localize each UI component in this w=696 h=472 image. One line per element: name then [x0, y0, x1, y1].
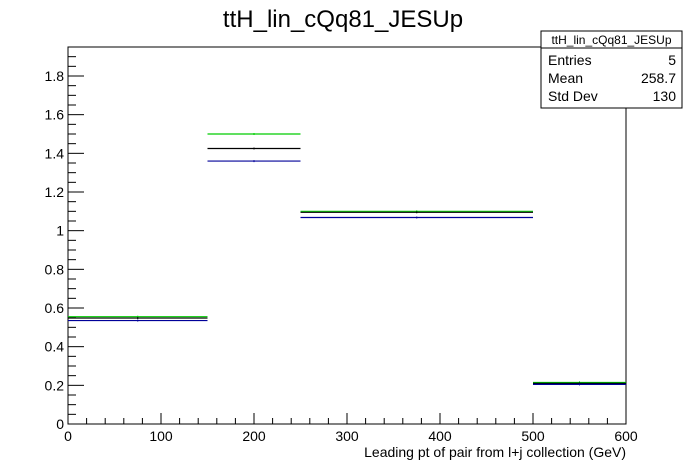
stats-mean-value: 258.7 — [641, 70, 676, 86]
y-tick-label: 1.4 — [45, 145, 65, 161]
x-tick-label: 100 — [149, 428, 173, 444]
stats-mean-label: Mean — [548, 70, 583, 86]
x-tick-label: 0 — [64, 428, 72, 444]
stats-box: ttH_lin_cQq81_JESUp Entries 5 Mean 258.7… — [540, 30, 683, 109]
chart-title: ttH_lin_cQq81_JESUp — [223, 6, 463, 33]
histogram-series — [68, 133, 626, 386]
y-tick-label: 0 — [56, 416, 64, 432]
x-axis-label: Leading pt of pair from l+j collection (… — [364, 444, 626, 460]
y-tick-label: 1.6 — [45, 107, 65, 123]
x-axis: 0 100 200 300 400 500 600 — [64, 413, 638, 444]
y-tick-label: 0.4 — [45, 339, 65, 355]
stats-entries-value: 5 — [668, 52, 676, 68]
stats-stddev-label: Std Dev — [548, 88, 598, 104]
y-tick-label: 0.8 — [45, 261, 65, 277]
y-axis: 0 0.2 0.4 0.6 0.8 1 1.2 1.4 1.6 1.8 — [45, 56, 84, 432]
stats-box-title: ttH_lin_cQq81_JESUp — [551, 33, 671, 47]
y-tick-label: 0.6 — [45, 300, 65, 316]
y-tick-label: 1 — [56, 223, 64, 239]
stats-entries-label: Entries — [548, 52, 592, 68]
y-tick-label: 0.2 — [45, 377, 65, 393]
stats-stddev-value: 130 — [653, 88, 677, 104]
x-tick-label: 400 — [428, 428, 452, 444]
x-tick-label: 200 — [242, 428, 266, 444]
y-tick-label: 1.2 — [45, 184, 65, 200]
x-tick-label: 300 — [335, 428, 359, 444]
x-tick-label: 500 — [521, 428, 545, 444]
y-tick-label: 1.8 — [45, 68, 65, 84]
x-tick-label: 600 — [614, 428, 638, 444]
